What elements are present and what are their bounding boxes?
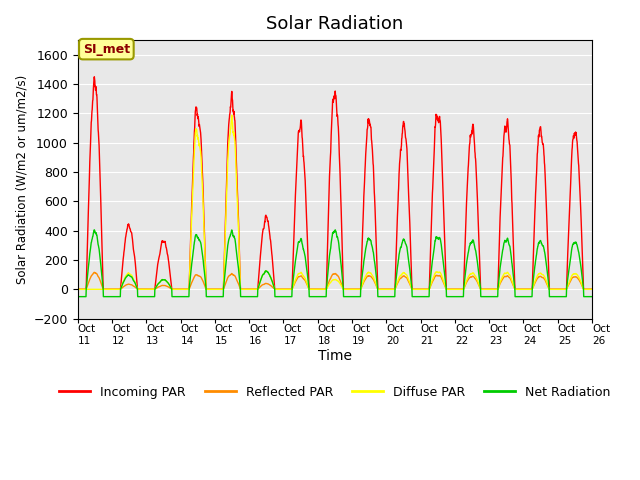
Y-axis label: Solar Radiation (W/m2 or um/m2/s): Solar Radiation (W/m2 or um/m2/s): [15, 75, 28, 284]
X-axis label: Time: Time: [318, 348, 352, 362]
Text: SI_met: SI_met: [83, 43, 130, 56]
Title: Solar Radiation: Solar Radiation: [266, 15, 403, 33]
Legend: Incoming PAR, Reflected PAR, Diffuse PAR, Net Radiation: Incoming PAR, Reflected PAR, Diffuse PAR…: [54, 381, 616, 404]
